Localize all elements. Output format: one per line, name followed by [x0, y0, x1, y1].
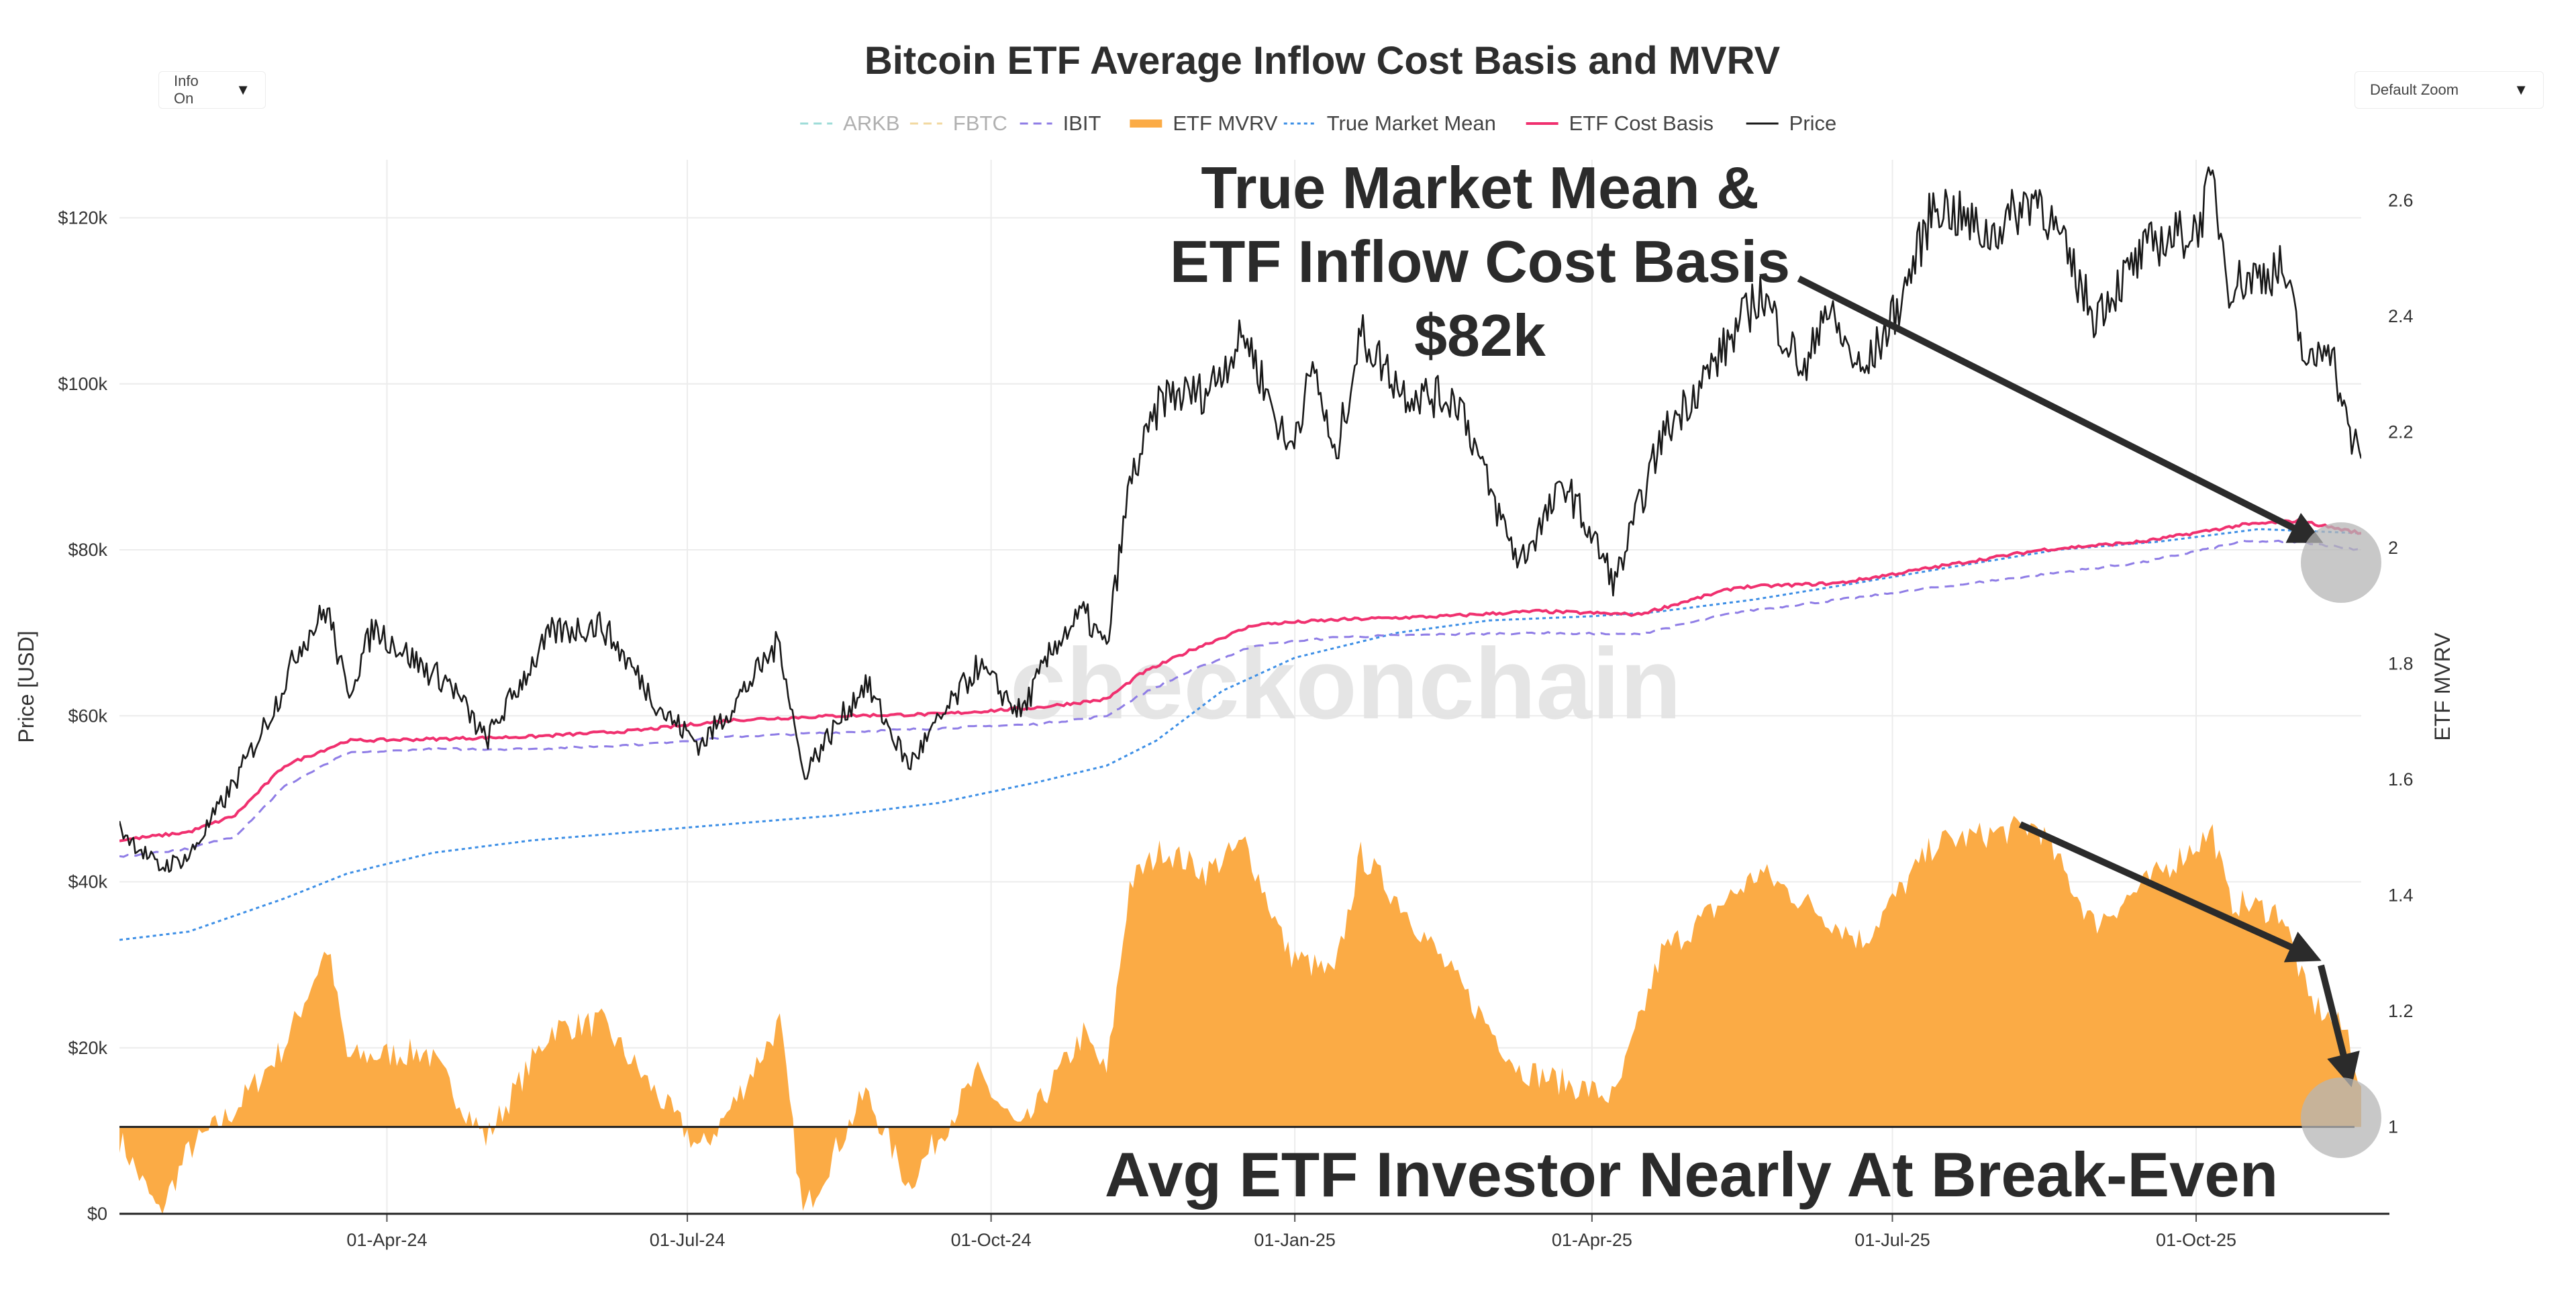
x-tick-label: 01-Jul-25	[1854, 1230, 1930, 1250]
y2-tick-label: 1.2	[2388, 1001, 2414, 1021]
legend-label: IBIT	[1063, 111, 1101, 135]
y-tick-label: $20k	[68, 1038, 107, 1058]
y2-tick-label: 2.4	[2388, 306, 2414, 326]
y-axis-title: Price [USD]	[14, 630, 38, 743]
y-tick-label: $80k	[68, 540, 107, 560]
legend-label: ETF MVRV	[1173, 111, 1277, 135]
info-toggle-label: Info On	[174, 73, 199, 107]
legend-label: ARKB	[843, 111, 899, 135]
x-tick-label: 01-Oct-25	[2156, 1230, 2236, 1250]
line-series-layer	[119, 166, 2361, 941]
annotations: True Market Mean & ETF Inflow Cost Basis…	[1105, 154, 2381, 1210]
zoom-dropdown[interactable]: Default Zoom ▼	[2355, 71, 2544, 109]
mvrv-area-layer	[119, 816, 2361, 1214]
price-line	[119, 166, 2361, 873]
legend-item-etf-mvrv: ETF MVRV	[1130, 111, 1278, 135]
legend-item-ibit: IBIT	[1020, 111, 1101, 135]
arrow-lower	[2318, 964, 2360, 1088]
mvrv-area-above	[119, 816, 2361, 1131]
chart-title: Bitcoin ETF Average Inflow Cost Basis an…	[864, 39, 1781, 83]
legend-label: ETF Cost Basis	[1569, 111, 1714, 135]
annotation-top-line-2: ETF Inflow Cost Basis	[1170, 228, 1790, 295]
legend-label: True Market Mean	[1327, 111, 1496, 135]
legend-item-price: Price	[1746, 111, 1837, 135]
marker-circle-cost-basis	[2301, 522, 2381, 603]
y-tick-label: $100k	[58, 374, 107, 394]
y-tick-label: $120k	[58, 208, 107, 228]
x-tick-label: 01-Apr-24	[346, 1230, 427, 1250]
legend-label: FBTC	[953, 111, 1007, 135]
arrow-middle	[2018, 821, 2322, 963]
annotation-top-line-1: True Market Mean &	[1201, 154, 1758, 221]
legend: ARKB FBTC IBIT ETF MVRV True Market Mean ETF …	[800, 111, 1836, 135]
legend-item-true-market-mean: True Market Mean	[1283, 111, 1496, 135]
y2-tick-label: 2.6	[2388, 190, 2414, 210]
legend-item-etf-cost-basis: ETF Cost Basis	[1526, 111, 1714, 135]
y-tick-label: $40k	[68, 872, 107, 892]
info-toggle-dropdown[interactable]: Info On ▼	[158, 71, 266, 109]
annotation-top-line-3: $82k	[1414, 302, 1546, 369]
marker-circle-mvrv	[2301, 1078, 2381, 1158]
legend-label: Price	[1789, 111, 1837, 135]
y2-tick-label: 1.8	[2388, 653, 2414, 673]
legend-item-fbtc: FBTC	[909, 111, 1007, 135]
y2-axis-title: ETF MVRV	[2430, 632, 2455, 741]
x-tick-label: 01-Jul-24	[650, 1230, 726, 1250]
watermark-text: checkonchain	[1010, 627, 1681, 740]
x-tick-label: 01-Oct-24	[951, 1230, 1032, 1250]
y2-tick-label: 2	[2388, 538, 2398, 558]
y2-tick-label: 1.6	[2388, 769, 2414, 789]
y2-tick-label: 1	[2388, 1117, 2398, 1137]
zoom-label: Default Zoom	[2370, 81, 2459, 98]
y2-tick-label: 2.2	[2388, 422, 2414, 442]
chevron-down-icon: ▼	[236, 81, 250, 98]
y-tick-label: $0	[87, 1204, 107, 1224]
axes: $0 $20k $40k $60k $80k $100k $120k 01-Apr-24 01-…	[14, 190, 2455, 1250]
y2-tick-label: 1.4	[2388, 885, 2414, 906]
x-tick-label: 01-Jan-25	[1254, 1230, 1336, 1250]
y-tick-label: $60k	[68, 706, 107, 726]
x-tick-label: 01-Apr-25	[1552, 1230, 1632, 1250]
legend-item-arkb: ARKB	[800, 111, 900, 135]
chevron-down-icon: ▼	[2514, 81, 2528, 98]
ibit-line	[119, 539, 2361, 858]
annotation-bottom: Avg ETF Investor Nearly At Break-Even	[1105, 1139, 2278, 1210]
true-market-mean-line	[119, 528, 2361, 941]
arrow-top	[1797, 275, 2324, 543]
